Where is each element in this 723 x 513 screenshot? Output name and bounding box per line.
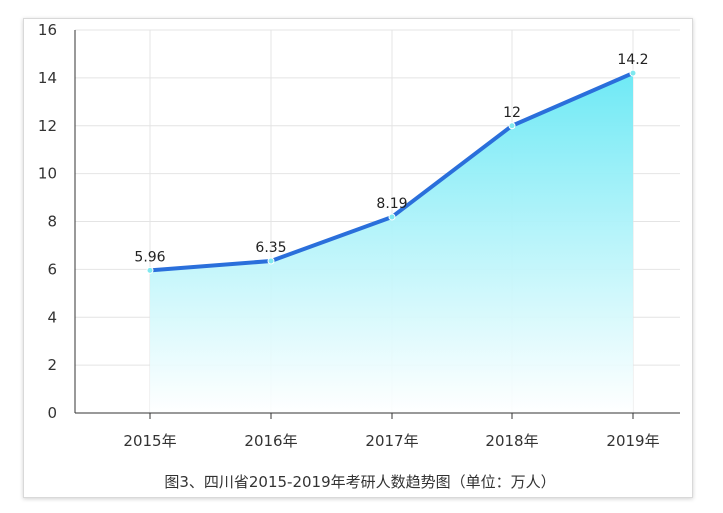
data-point[interactable] xyxy=(508,122,516,130)
data-label: 5.96 xyxy=(134,249,165,265)
y-tick-label: 8 xyxy=(47,213,57,231)
x-tick-label: 2018年 xyxy=(485,432,538,450)
data-point[interactable] xyxy=(388,213,396,221)
area-layer xyxy=(150,73,633,414)
data-point[interactable] xyxy=(146,266,154,274)
data-point[interactable] xyxy=(629,69,637,77)
series-area xyxy=(150,73,633,414)
y-tick-label: 12 xyxy=(38,117,57,135)
y-tick-label: 16 xyxy=(38,21,57,39)
data-label: 12 xyxy=(503,105,521,121)
x-tick-label: 2017年 xyxy=(365,432,418,450)
x-axis-ticks: 2015年 2016年 2017年 2018年 2019年 xyxy=(123,432,659,450)
y-tick-label: 2 xyxy=(47,356,57,374)
data-label: 14.2 xyxy=(617,52,648,68)
y-tick-label: 4 xyxy=(47,308,57,326)
data-label: 8.19 xyxy=(376,196,407,212)
y-tick-label: 0 xyxy=(47,404,57,422)
data-label: 6.35 xyxy=(255,240,286,256)
chart-caption: 图3、四川省2015-2019年考研人数趋势图（单位：万人） xyxy=(164,473,555,491)
x-tick-label: 2016年 xyxy=(244,432,297,450)
x-tick-label: 2019年 xyxy=(606,432,659,450)
axes xyxy=(74,30,680,419)
markers xyxy=(146,69,637,274)
data-labels: 5.96 6.35 8.19 12 14.2 xyxy=(134,52,648,265)
y-tick-label: 6 xyxy=(47,260,57,278)
y-tick-label: 14 xyxy=(38,69,57,87)
data-point[interactable] xyxy=(267,257,275,265)
y-tick-label: 10 xyxy=(38,165,57,183)
x-tick-label: 2015年 xyxy=(123,432,176,450)
y-axis-ticks: 0 2 4 6 8 10 12 14 16 xyxy=(38,21,57,422)
